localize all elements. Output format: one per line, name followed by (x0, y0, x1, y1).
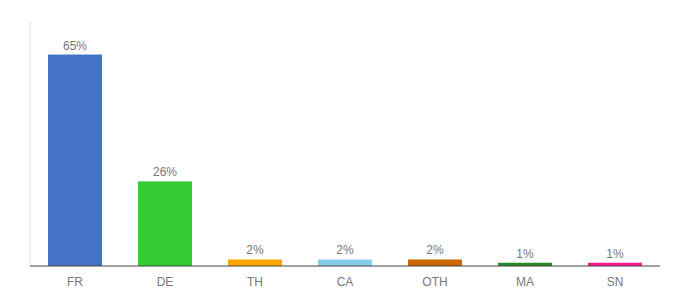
bar (138, 181, 192, 266)
chart: 65% 26% 2% 2% 2% 1% 1% FR DE TH CA OTH MA SN (0, 0, 680, 300)
x-tick-label: TH (247, 275, 263, 289)
data-label: 65% (63, 39, 87, 53)
x-tick-label: FR (67, 275, 83, 289)
chart-container: 65% 26% 2% 2% 2% 1% 1% FR DE TH CA OTH MA SN (0, 0, 680, 300)
data-label: 2% (336, 243, 354, 257)
data-label: 1% (606, 247, 624, 261)
x-tick-label: MA (516, 275, 534, 289)
x-axis-line (30, 265, 660, 266)
y-axis-line (30, 22, 31, 266)
data-label: 2% (426, 243, 444, 257)
x-tick-label: CA (337, 275, 354, 289)
data-label: 2% (246, 243, 264, 257)
bar (228, 259, 282, 266)
data-label: 26% (153, 165, 177, 179)
bars (48, 55, 642, 266)
x-tick-label: DE (157, 275, 174, 289)
bar (408, 259, 462, 266)
data-label: 1% (516, 247, 534, 261)
x-tick-label: OTH (422, 275, 447, 289)
x-tick-label: SN (607, 275, 624, 289)
bar (48, 55, 102, 266)
bar (318, 259, 372, 266)
